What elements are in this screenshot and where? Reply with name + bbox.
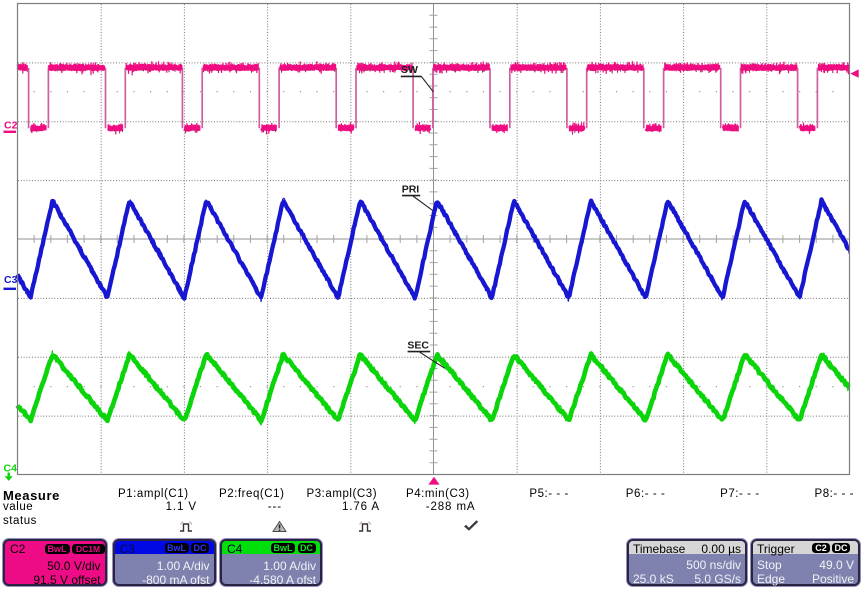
svg-text:PRI: PRI [402,183,420,195]
svg-text:C2: C2 [4,119,18,131]
svg-text:C3: C3 [4,274,18,286]
svg-text:SW: SW [401,64,418,76]
svg-text:SEC: SEC [407,340,429,352]
svg-text:C4: C4 [4,463,18,475]
